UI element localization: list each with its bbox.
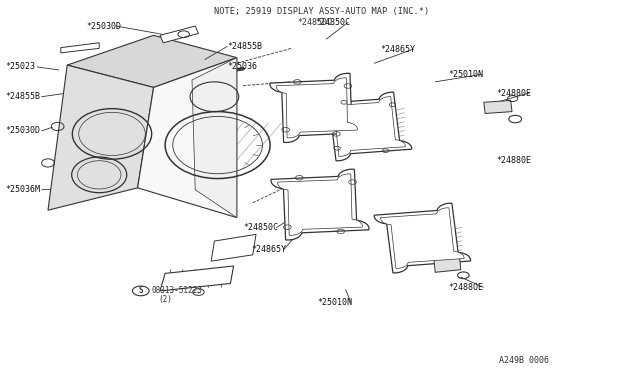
Polygon shape (271, 169, 369, 240)
Polygon shape (61, 43, 99, 53)
Polygon shape (381, 208, 464, 268)
Text: *25036: *25036 (227, 62, 257, 71)
Text: A249B 0006: A249B 0006 (499, 356, 549, 365)
Text: NOTE; 25919 DISPLAY ASSY-AUTO MAP (INC.*): NOTE; 25919 DISPLAY ASSY-AUTO MAP (INC.*… (214, 7, 429, 16)
Text: *25010N: *25010N (448, 70, 483, 79)
Text: *24865Y: *24865Y (251, 245, 286, 254)
Polygon shape (276, 78, 357, 138)
Polygon shape (138, 58, 237, 218)
Text: *24880E: *24880E (496, 156, 531, 165)
Text: *24865Y: *24865Y (380, 45, 415, 54)
Polygon shape (278, 174, 362, 235)
Polygon shape (48, 65, 154, 210)
Polygon shape (211, 234, 256, 261)
Text: *25036M: *25036M (5, 185, 40, 194)
Polygon shape (192, 58, 237, 218)
Text: *25030D: *25030D (5, 126, 40, 135)
Text: *24850C: *24850C (315, 18, 350, 27)
Polygon shape (318, 92, 412, 161)
Polygon shape (374, 203, 470, 273)
Text: (2): (2) (159, 295, 173, 304)
Polygon shape (434, 257, 461, 272)
Text: *24850C: *24850C (298, 18, 333, 27)
Text: *25023: *25023 (5, 62, 35, 71)
Polygon shape (160, 266, 234, 291)
Text: *24880E: *24880E (496, 89, 531, 97)
Text: *25030D: *25030D (86, 22, 122, 31)
Text: *24850C: *24850C (243, 223, 278, 232)
Text: 08313-51223: 08313-51223 (151, 286, 202, 295)
Text: *2488OE: *2488OE (448, 283, 483, 292)
Text: *24855B: *24855B (227, 42, 262, 51)
Polygon shape (270, 73, 364, 142)
Polygon shape (324, 97, 405, 156)
Polygon shape (67, 35, 237, 87)
Text: S: S (138, 286, 143, 295)
Polygon shape (484, 100, 512, 113)
Text: *24855B: *24855B (5, 92, 40, 101)
Text: *25010N: *25010N (317, 298, 353, 307)
Polygon shape (160, 26, 198, 43)
